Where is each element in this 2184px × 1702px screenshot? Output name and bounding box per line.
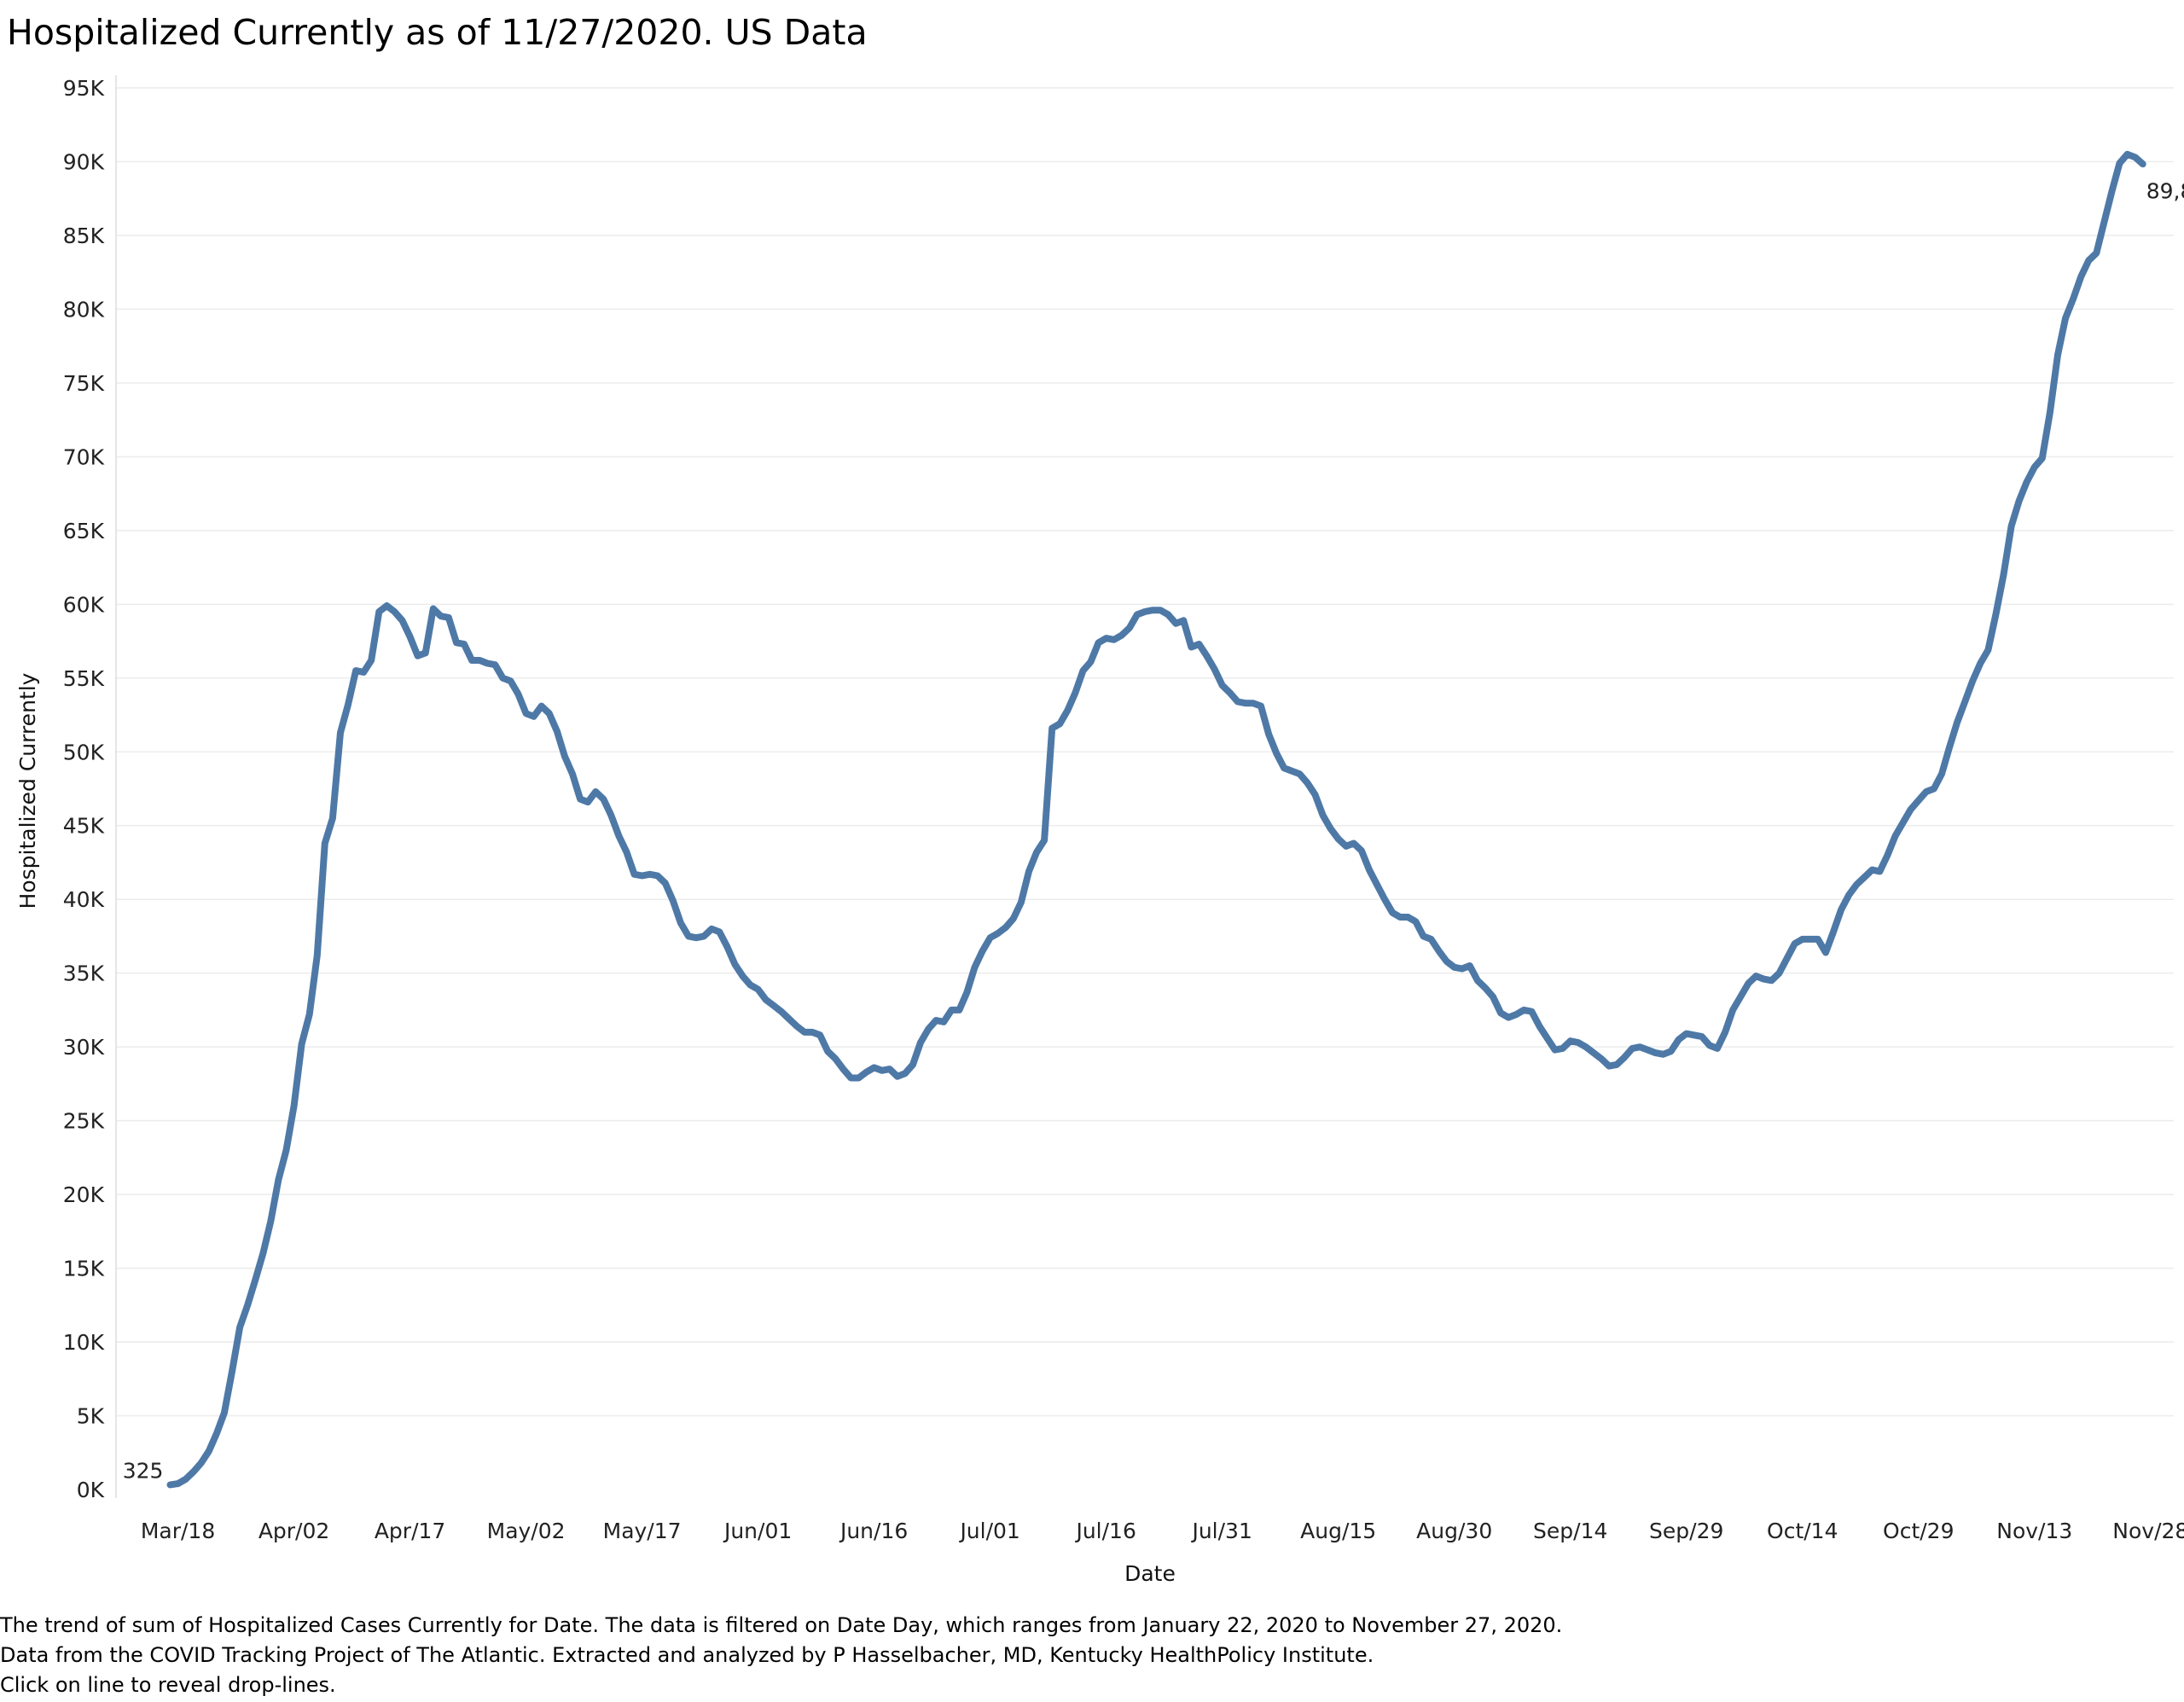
y-tick-label: 35K xyxy=(63,961,105,986)
x-tick-label: Jul/31 xyxy=(1190,1519,1252,1543)
x-tick-label: Nov/28 xyxy=(2112,1519,2184,1543)
y-tick-label: 25K xyxy=(63,1109,105,1134)
y-tick-label: 40K xyxy=(63,887,105,912)
y-tick-label: 70K xyxy=(63,444,105,469)
x-tick-label: Aug/15 xyxy=(1300,1519,1376,1543)
y-tick-label: 20K xyxy=(63,1182,105,1207)
x-tick-label: May/02 xyxy=(487,1519,566,1543)
x-tick-label: Sep/14 xyxy=(1533,1519,1607,1543)
caption-line-2: Data from the COVID Tracking Project of … xyxy=(0,1643,1374,1667)
series-line-hospitalized-currently[interactable] xyxy=(166,150,2146,1489)
y-tick-label: 60K xyxy=(63,592,105,617)
gridlines xyxy=(116,87,2174,1417)
x-tick-label: Jun/16 xyxy=(839,1519,908,1543)
data-label-last: 89,834 xyxy=(2146,178,2184,203)
y-tick-label: 5K xyxy=(77,1404,105,1429)
y-tick-label: 95K xyxy=(63,76,105,101)
caption-line-1: The trend of sum of Hospitalized Cases C… xyxy=(0,1613,1563,1637)
x-axis-tick-labels: Mar/18 Apr/02 Apr/17 May/02 May/17 Jun/01 Jun/… xyxy=(141,1519,2184,1543)
chart-title: Hospitalized Currently as of 11/27/2020.… xyxy=(7,12,868,53)
y-tick-label: 10K xyxy=(63,1330,105,1355)
caption-line-3: Click on line to reveal drop-lines. xyxy=(0,1673,336,1697)
x-tick-label: Aug/30 xyxy=(1416,1519,1492,1543)
x-tick-label: Apr/02 xyxy=(258,1519,329,1543)
x-tick-label: Apr/17 xyxy=(375,1519,445,1543)
x-axis-title: Date xyxy=(1124,1561,1176,1586)
x-tick-label: Oct/29 xyxy=(1883,1519,1954,1543)
y-tick-label: 90K xyxy=(63,149,105,174)
y-tick-label: 30K xyxy=(63,1035,105,1060)
x-tick-label: Oct/14 xyxy=(1767,1519,1838,1543)
y-tick-label: 75K xyxy=(63,371,105,396)
chart-caption: The trend of sum of Hospitalized Cases C… xyxy=(0,1611,1562,1700)
y-tick-label: 85K xyxy=(63,224,105,248)
y-tick-label: 0K xyxy=(77,1478,105,1502)
y-tick-label: 55K xyxy=(63,666,105,691)
y-tick-label: 15K xyxy=(63,1257,105,1281)
y-axis-title: Hospitalized Currently xyxy=(15,672,40,909)
y-tick-label: 45K xyxy=(63,814,105,839)
y-tick-label: 50K xyxy=(63,740,105,764)
x-tick-label: May/17 xyxy=(603,1519,682,1543)
data-labels: 325 89,834 xyxy=(123,178,2184,1483)
data-label-first: 325 xyxy=(123,1458,164,1483)
y-tick-label: 65K xyxy=(63,519,105,543)
x-tick-label: Jun/01 xyxy=(723,1519,792,1543)
y-tick-label: 80K xyxy=(63,297,105,322)
x-tick-label: Nov/13 xyxy=(1996,1519,2072,1543)
y-axis-tick-labels: 0K 5K 10K 15K 20K 25K 30K 35K 40K 45K 50K 55K 60K 65K… xyxy=(63,76,105,1502)
x-tick-label: Jul/01 xyxy=(958,1519,1019,1543)
line-chart[interactable]: 0K 5K 10K 15K 20K 25K 30K 35K 40K 45K 50K 55K 60K 65K… xyxy=(0,0,2184,1595)
x-tick-label: Sep/29 xyxy=(1649,1519,1723,1543)
x-tick-label: Mar/18 xyxy=(141,1519,215,1543)
x-tick-label: Jul/16 xyxy=(1074,1519,1136,1543)
